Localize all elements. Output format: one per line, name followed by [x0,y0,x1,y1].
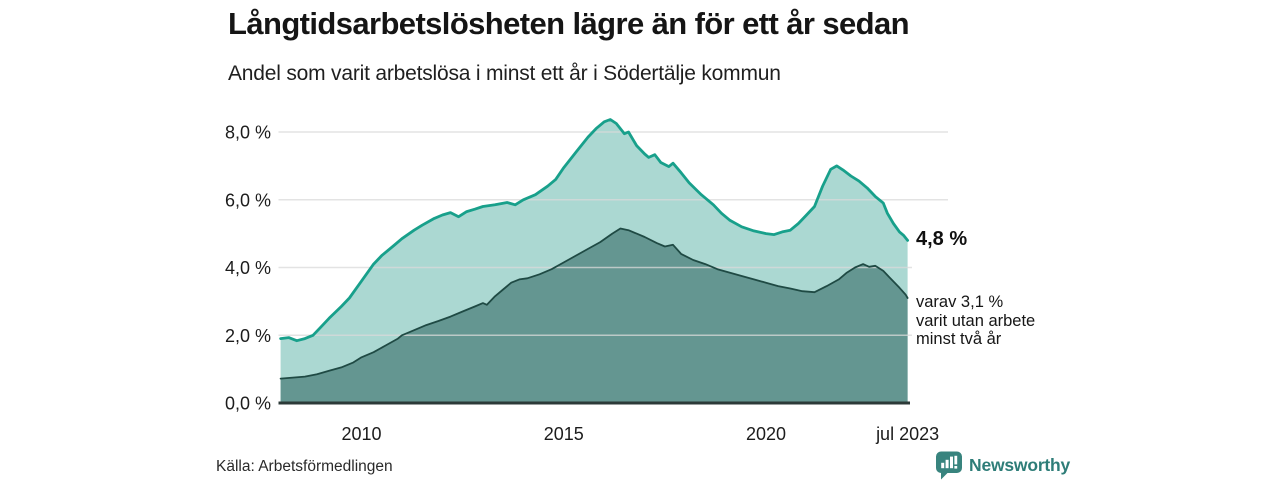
y-tick-label: 6,0 % [225,190,271,210]
logo-bar [941,462,945,469]
annotation-line: varit utan arbete [916,311,1036,330]
twoplus-series-annotation: varav 3,1 % varit utan arbete minst två … [916,293,1035,349]
y-tick-label: 0,0 % [225,394,271,414]
x-tick-label: 2020 [746,424,786,444]
logo-bubble [936,451,962,480]
brand-lockup: Newsworthy [936,451,1070,480]
total-series-end-label: 4,8 % [916,228,968,250]
twoplus-line [279,227,909,380]
y-tick-label: 8,0 % [225,123,271,143]
logo-bar [945,459,949,469]
twoplus-area [280,228,908,403]
annotation-line: minst två år [916,330,1002,348]
x-tick-label: 2010 [341,424,381,444]
logo-exclamation-bar [954,455,958,465]
logo-exclamation-dot [954,466,958,469]
y-tick-label: 4,0 % [225,258,271,278]
logo-bar [950,456,953,469]
total-line [279,118,909,343]
brand-name: Newsworthy [969,455,1071,475]
y-tick-label: 2,0 % [225,326,271,346]
newsworthy-logo-icon [936,451,962,480]
x-tick-label: jul 2023 [875,424,939,444]
x-tick-label: 2015 [544,424,584,444]
chart-title: Långtidsarbetslösheten lägre än för ett … [228,6,910,41]
source-note: Källa: Arbetsförmedlingen [216,458,393,475]
annotation-line: varav 3,1 % [916,293,1004,311]
chart-subtitle: Andel som varit arbetslösa i minst ett å… [228,62,781,85]
